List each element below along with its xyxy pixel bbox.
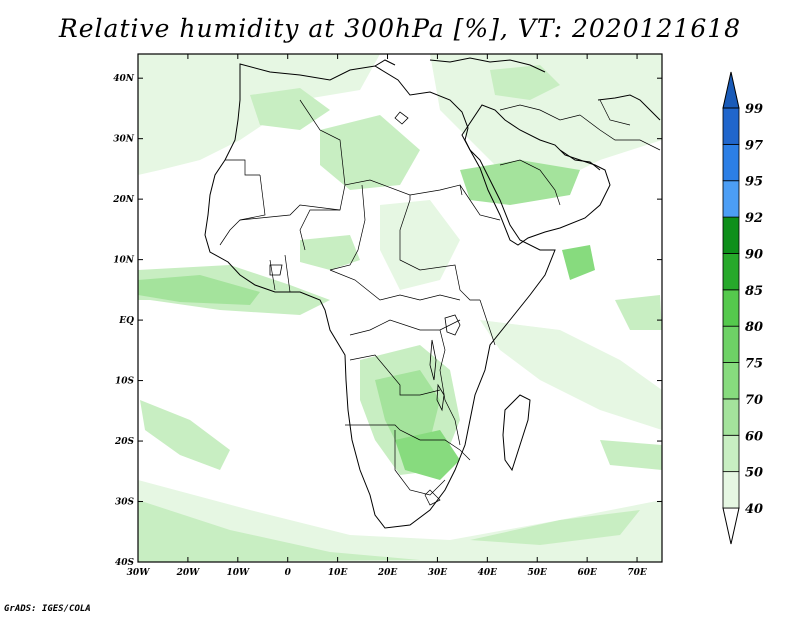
lon-tick-label: 30W [127, 568, 151, 578]
lat-tick-label: 10S [115, 377, 135, 387]
colorbar-segment [722, 398, 740, 436]
colorbar-lower-arrow [722, 507, 740, 545]
coastlines [204, 57, 661, 529]
colorbar-segment [722, 289, 740, 327]
lon-tick-label: 20E [377, 568, 398, 578]
country-borders [219, 99, 661, 506]
colorbar-segment [722, 107, 740, 145]
map-frame [137, 53, 663, 563]
colorbar-segment [722, 434, 740, 473]
colorbar-segment [722, 325, 740, 363]
lat-tick-label: 40N [113, 74, 135, 84]
latitude-ticks: 40N 30N 20N 10N EQ 10S 20S 30S 40S [112, 74, 662, 568]
colorbar-segment [722, 471, 740, 509]
colorbar-segment [722, 143, 740, 182]
colorbar-label: 80 [745, 320, 763, 335]
lat-tick-label: 30S [115, 498, 135, 508]
colorbar-label: 40 [745, 502, 763, 517]
colorbar-label: 85 [745, 284, 763, 299]
colorbar-label: 60 [745, 429, 763, 444]
colorbar-label: 92 [745, 211, 763, 226]
lat-tick-label: EQ [118, 316, 134, 326]
colorbar-segment [722, 362, 740, 400]
lon-tick-label: 10W [226, 568, 250, 578]
lon-tick-label: 70E [627, 568, 647, 578]
lat-tick-label: 40S [115, 558, 135, 568]
lon-tick-label: 40E [478, 568, 498, 578]
colorbar-label: 90 [745, 247, 763, 262]
colorbar-label: 50 [745, 466, 763, 481]
colorbar-segment [722, 180, 740, 218]
colorbar-upper-arrow [722, 71, 740, 109]
lat-tick-label: 20S [114, 437, 135, 447]
colorbar-label: 99 [745, 102, 763, 117]
lon-tick-label: 30E [428, 568, 448, 578]
lon-tick-label: 60E [577, 568, 597, 578]
colorbar-label: 75 [745, 357, 763, 372]
credit-label: GrADS: IGES/COLA [4, 604, 91, 614]
lon-tick-label: 50E [528, 568, 548, 578]
colorbar-label: 70 [745, 393, 763, 408]
lon-tick-label: 10E [328, 568, 348, 578]
chart-title: Relative humidity at 300hPa [%], VT: 202… [58, 14, 742, 43]
colorbar-segment [722, 216, 740, 254]
lakes [269, 111, 461, 412]
lon-tick-label: 20W [176, 568, 201, 578]
lat-tick-label: 30N [113, 135, 135, 145]
map-panel: 30W 20W 10W 0 10E 20E 30E 40E 50E 60E 70E 40N 30N 20… [112, 53, 663, 578]
colorbar: 40 50 60 70 75 80 85 90 92 95 97 99 [722, 71, 763, 545]
colorbar-segment [722, 253, 740, 291]
colorbar-label: 97 [745, 138, 763, 153]
humidity-shading [138, 54, 662, 562]
longitude-ticks: 30W 20W 10W 0 10E 20E 30E 40E 50E 60E 70E [127, 54, 647, 578]
lat-tick-label: 10N [113, 256, 135, 266]
colorbar-label: 95 [745, 175, 763, 190]
lon-tick-label: 0 [285, 568, 292, 578]
lat-tick-label: 20N [112, 195, 135, 205]
